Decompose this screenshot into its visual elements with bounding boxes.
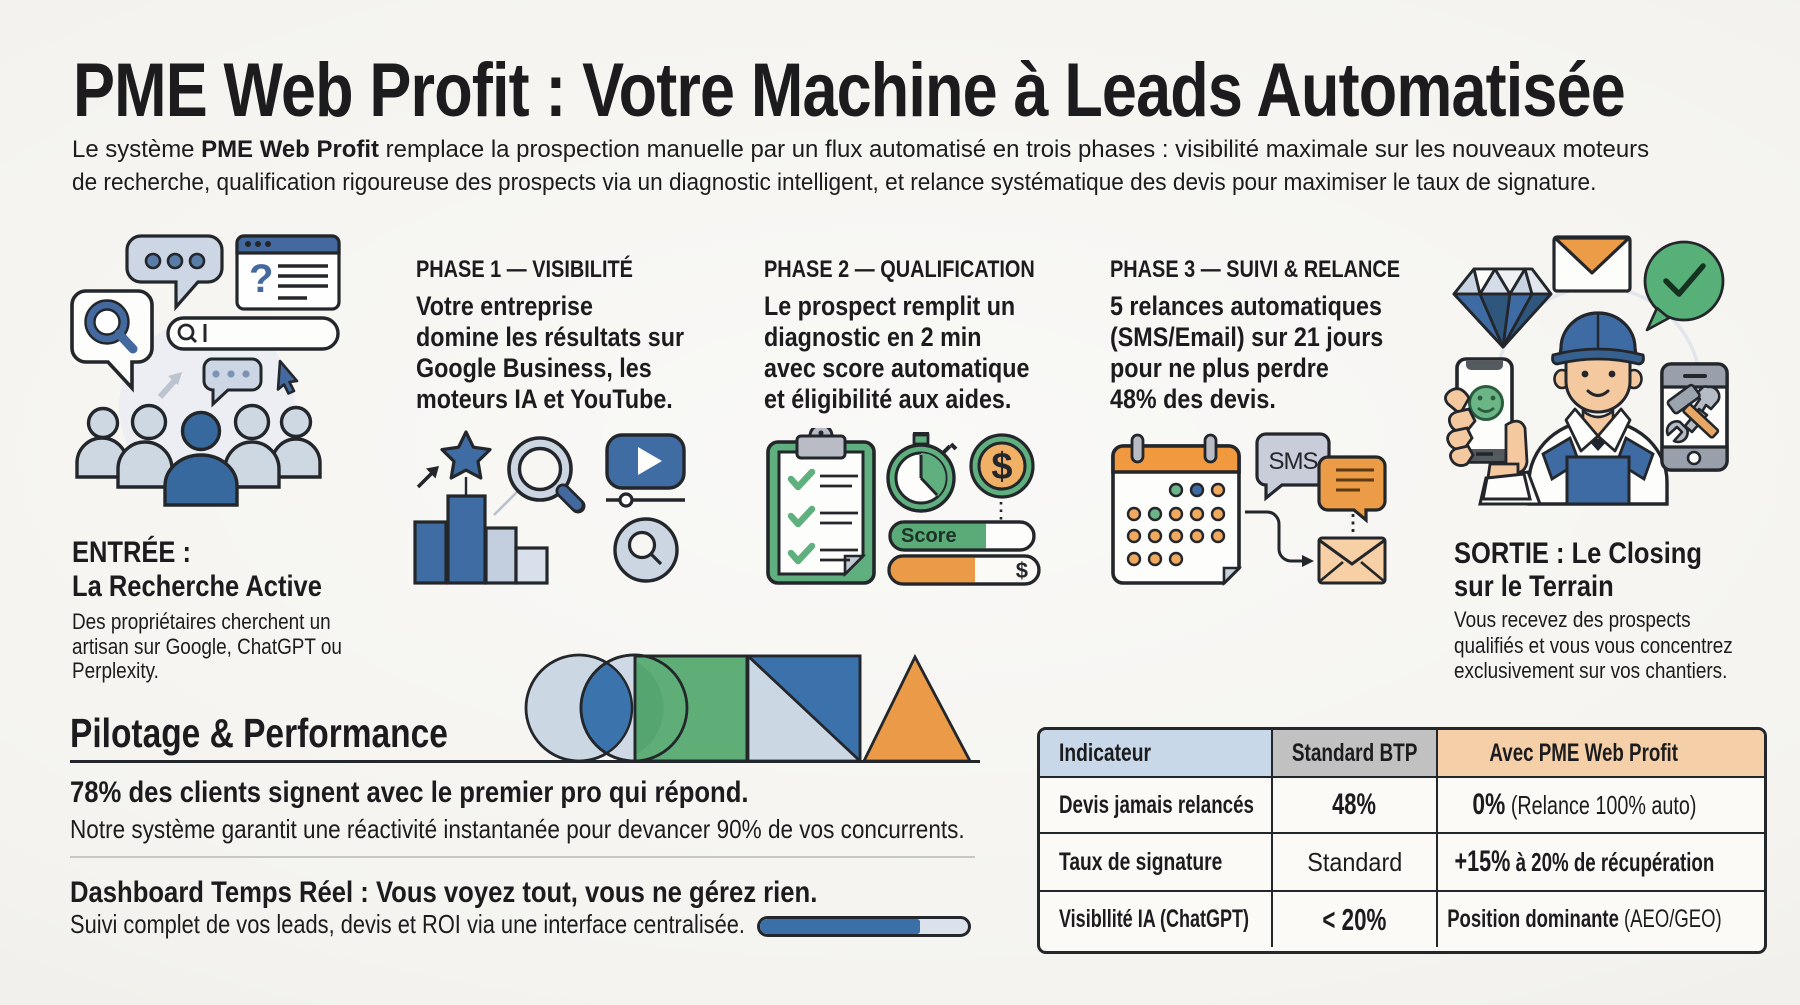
svg-text:Score: Score — [901, 525, 957, 547]
svg-text:SMS: SMS — [1268, 448, 1317, 475]
svg-text:?: ? — [249, 257, 273, 301]
svg-text:$: $ — [1016, 558, 1028, 583]
svg-text:$: $ — [991, 446, 1012, 488]
